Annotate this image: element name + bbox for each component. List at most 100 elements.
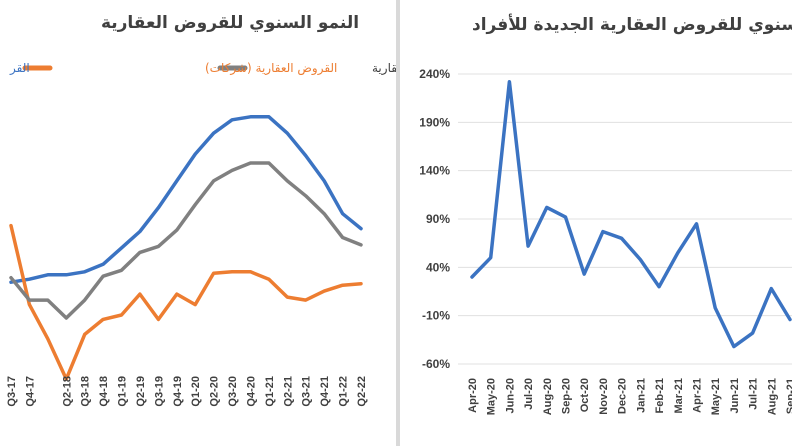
x-tick-label: Jun-20 (504, 378, 516, 413)
x-tick-label: Jan-21 (635, 378, 647, 413)
data-point (359, 227, 363, 230)
x-tick-label: Q3-21 (301, 376, 313, 407)
x-tick-label: Q4-20 (245, 376, 257, 407)
data-point (620, 237, 623, 240)
x-tick-label: Nov-20 (598, 378, 610, 415)
y-tick-label: 140% (419, 164, 450, 178)
data-point (249, 161, 252, 165)
x-tick-label: May-21 (710, 378, 722, 415)
data-point (322, 212, 326, 215)
data-point (175, 292, 178, 296)
y-tick-label: 40% (426, 260, 450, 274)
data-point (83, 298, 86, 302)
x-tick-label: Jul-21 (748, 378, 760, 410)
left-chart-title: النمو السنوي للقروض العقارية (101, 13, 359, 33)
series-line (470, 79, 792, 349)
data-point (138, 292, 142, 296)
data-point (175, 179, 178, 183)
data-point (65, 377, 68, 381)
right-plot-area (470, 79, 792, 349)
data-point (249, 115, 252, 119)
x-tick-label: Oct-20 (579, 378, 591, 412)
x-tick-label: Q3-20 (227, 376, 239, 407)
data-point (267, 278, 271, 281)
data-point (101, 318, 105, 321)
x-tick-label: Q2-22 (356, 376, 368, 407)
data-point (583, 272, 586, 276)
x-tick-label: Q1-19 (117, 376, 129, 407)
x-tick-label: Q2-18 (61, 376, 73, 407)
y-tick-label: 240% (419, 67, 450, 81)
series-line-2 (9, 161, 363, 320)
data-point (83, 333, 86, 336)
legend: إجمالي القروض العقارية القروض العقارية (… (9, 61, 396, 76)
x-tick-label: Q4-18 (98, 376, 110, 407)
series-line-0 (9, 115, 363, 284)
property-loans-annual-growth-chart: النمو السنوي للقروض العقارية إجمالي القر… (6, 13, 396, 407)
data-point (9, 281, 13, 284)
data-point (83, 270, 86, 273)
data-point (175, 228, 178, 232)
data-point (286, 132, 289, 135)
data-point (9, 224, 13, 227)
data-point (230, 118, 234, 121)
data-point (120, 313, 123, 317)
data-point (28, 303, 31, 306)
data-point (341, 212, 344, 215)
data-point (788, 318, 792, 321)
x-tick-label: Q1-22 (338, 376, 350, 407)
x-tick-label: Q4-17 (24, 376, 36, 407)
data-point (508, 80, 511, 83)
x-tick-label: Jun-21 (729, 378, 741, 413)
data-point (138, 251, 142, 254)
right-gridlines (458, 73, 792, 365)
data-point (28, 278, 31, 281)
x-tick-label: Feb-21 (654, 378, 666, 413)
data-point (676, 251, 679, 255)
data-point (157, 318, 160, 321)
data-point (65, 316, 68, 320)
x-tick-label: Jul-20 (523, 378, 535, 410)
data-point (230, 169, 234, 172)
data-point (489, 256, 492, 259)
x-tick-label: Q3-19 (153, 376, 165, 407)
data-point (230, 270, 234, 273)
data-point (46, 298, 50, 302)
data-point (322, 179, 326, 183)
data-point (639, 258, 642, 261)
x-tick-label: Q2-21 (282, 376, 294, 407)
series-line-1 (9, 223, 363, 381)
data-point (101, 275, 105, 278)
data-point (212, 272, 215, 275)
x-tick-label: Sep-20 (561, 378, 573, 414)
data-point (751, 331, 754, 335)
data-point (526, 244, 530, 248)
data-point (657, 285, 661, 288)
x-tick-label: Aug-21 (766, 378, 778, 415)
x-tick-label: Q1-21 (264, 376, 276, 407)
data-point (46, 273, 50, 276)
right-x-axis-ticks: Apr-20 May-20 Jun-20 Jul-20 Aug-20 Sep-20 Oct-… (467, 378, 792, 415)
x-tick-label: Q3-17 (6, 376, 18, 407)
x-tick-label: May-20 (486, 378, 498, 415)
x-tick-label: Mar-21 (673, 378, 685, 413)
data-point (564, 215, 567, 219)
right-y-axis-ticks: 240% 190% 140% 90% 40% -10% -60% (419, 67, 450, 371)
data-point (101, 263, 105, 266)
data-point (286, 179, 289, 183)
data-point (120, 246, 123, 250)
x-tick-label: Q4-19 (172, 376, 184, 407)
data-point (359, 243, 363, 247)
x-tick-label: Apr-21 (691, 378, 703, 413)
data-point (212, 179, 215, 183)
x-tick-label: Dec-20 (617, 378, 629, 414)
data-point (157, 206, 160, 209)
new-individual-loans-growth-chart: النمو السنوي للقروض العقارية الجديدة للأ… (419, 14, 792, 415)
y-tick-label: -10% (422, 309, 450, 323)
data-point (28, 298, 31, 302)
data-point (9, 276, 13, 279)
data-point (138, 230, 142, 233)
data-point (695, 222, 698, 226)
data-point (249, 270, 252, 273)
legend-label-companies: القروض العقارية (شركات) (205, 61, 337, 76)
